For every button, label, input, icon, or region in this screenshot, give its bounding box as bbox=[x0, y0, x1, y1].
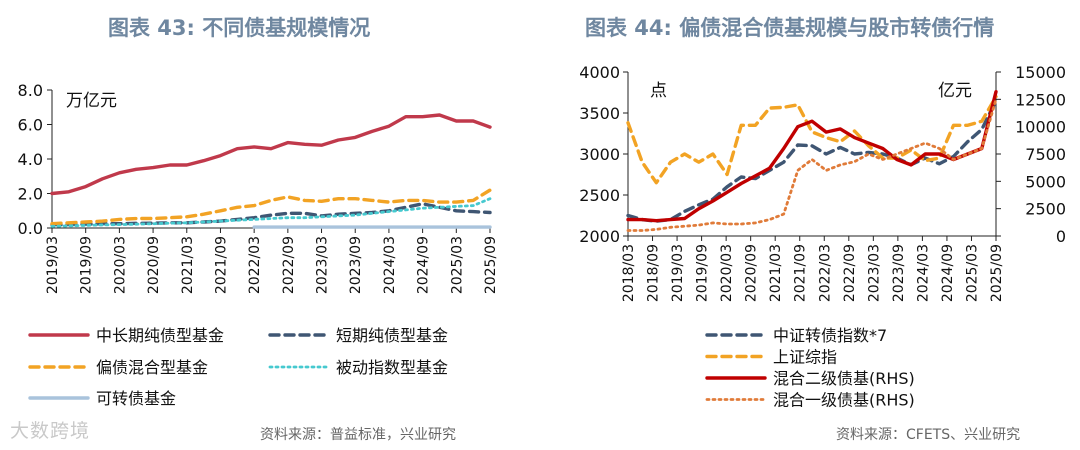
c43-y-tick-label: 2.0 bbox=[18, 185, 43, 204]
c44-series-line-0 bbox=[626, 99, 998, 223]
c43-x-tick-label: 2024/03 bbox=[382, 236, 398, 294]
c44-x-tick-label: 2020/09 bbox=[744, 244, 760, 302]
c44-legend-label-1: 上证综指 bbox=[773, 348, 837, 367]
c44-x-tick-label: 2023/09 bbox=[891, 244, 907, 302]
c44-x-tick-label: 2022/03 bbox=[817, 244, 833, 302]
c43-x-tick-label: 2025/09 bbox=[483, 236, 499, 294]
c43-legend-label-1: 短期纯债型基金 bbox=[336, 326, 448, 345]
c43-x-tick-label: 2020/09 bbox=[146, 236, 162, 294]
chart-43-source: 资料来源：普益标准，兴业研究 bbox=[260, 427, 456, 443]
c44-y-tick-label: 2500 bbox=[579, 186, 620, 205]
c43-x-tick-label: 2020/03 bbox=[112, 236, 128, 294]
c44-x-tick-label: 2024/03 bbox=[915, 244, 931, 302]
c44-x-tick-label: 2019/03 bbox=[670, 244, 686, 302]
chart-43-title: 图表 43: 不同债基规模情况 bbox=[108, 16, 371, 40]
c43-series-line-2 bbox=[50, 188, 492, 226]
c44-x-tick-label: 2025/09 bbox=[989, 244, 1005, 302]
c44-x-tick-label: 2023/03 bbox=[866, 244, 882, 302]
c44-x-tick-label: 2022/09 bbox=[842, 244, 858, 302]
c43-x-tick-label: 2024/09 bbox=[416, 236, 432, 294]
c44-x-tick-label: 2021/09 bbox=[793, 244, 809, 302]
c44-y-tick-label: 3500 bbox=[579, 104, 620, 123]
c44-y-tick-label: 2000 bbox=[579, 227, 620, 246]
c43-series-line-3 bbox=[50, 197, 492, 228]
chart-43: 0.0 2.0 4.0 6.0 8.0 2019/03 2019/09 2020/03 2020… bbox=[18, 81, 499, 408]
c44-x-tick-label: 2021/03 bbox=[768, 244, 784, 302]
c44-series-line-1 bbox=[626, 94, 998, 185]
c43-series-line-0 bbox=[50, 113, 492, 196]
chart-44-title: 图表 44: 偏债混合债基规模与股市转债行情 bbox=[585, 16, 995, 40]
c43-y-tick-label: 4.0 bbox=[18, 150, 43, 169]
c43-x-tick-label: 2019/03 bbox=[45, 236, 61, 294]
c44-legend-label-0: 中证转债指数*7 bbox=[773, 326, 887, 345]
c44-y2-tick-label: 15000 bbox=[1015, 63, 1066, 82]
c44-y-tick-label: 3000 bbox=[579, 145, 620, 164]
c43-x-tick-label: 2022/03 bbox=[247, 236, 263, 294]
watermark: 大数跨境 bbox=[10, 420, 91, 442]
c44-series-line-2 bbox=[626, 90, 998, 223]
c44-legend-label-2: 混合二级债基(RHS) bbox=[773, 369, 915, 388]
c43-unit-label: 万亿元 bbox=[66, 91, 117, 111]
c43-y-tick-label: 6.0 bbox=[18, 116, 43, 135]
c44-x-tick-label: 2024/09 bbox=[940, 244, 956, 302]
c44-x-tick-label: 2025/03 bbox=[964, 244, 980, 302]
c43-x-tick-label: 2021/03 bbox=[180, 236, 196, 294]
c44-y-tick-label: 4000 bbox=[579, 63, 620, 82]
c44-y2-tick-label: 12500 bbox=[1015, 90, 1066, 109]
c43-x-tick-label: 2019/09 bbox=[79, 236, 95, 294]
c44-right-unit: 亿元 bbox=[938, 81, 972, 101]
c43-legend-label-4: 可转债基金 bbox=[96, 389, 176, 408]
c43-x-tick-label: 2025/03 bbox=[449, 236, 465, 294]
c44-y2-tick-label: 2500 bbox=[1025, 200, 1066, 219]
c44-x-tick-label: 2018/03 bbox=[621, 244, 637, 302]
c43-x-tick-label: 2022/09 bbox=[281, 236, 297, 294]
c44-y2-tick-label: 10000 bbox=[1015, 118, 1066, 137]
c44-legend-label-3: 混合一级债基(RHS) bbox=[773, 391, 915, 410]
c44-y2-tick-label: 0 bbox=[1056, 227, 1066, 246]
c44-y2-tick-label: 5000 bbox=[1025, 172, 1066, 191]
c43-legend-label-2: 偏债混合型基金 bbox=[96, 358, 208, 377]
c44-x-tick-label: 2020/03 bbox=[719, 244, 735, 302]
c44-left-unit: 点 bbox=[650, 81, 667, 101]
c43-x-tick-label: 2023/03 bbox=[315, 236, 331, 294]
c44-x-tick-label: 2018/09 bbox=[646, 244, 662, 302]
c43-y-tick-label: 8.0 bbox=[18, 81, 43, 100]
c43-x-tick-label: 2023/09 bbox=[348, 236, 364, 294]
c43-series-line-1 bbox=[50, 202, 492, 227]
chart-44: 2000 2500 3000 3500 4000 0 2500 5000 7500 10000 12… bbox=[579, 63, 1066, 410]
c43-y-tick-label: 0.0 bbox=[18, 219, 43, 238]
c43-legend-label-3: 被动指数型基金 bbox=[336, 358, 448, 377]
c43-legend-label-0: 中长期纯债型基金 bbox=[96, 326, 224, 345]
chart-44-source: 资料来源：CFETS、兴业研究 bbox=[836, 427, 1021, 443]
c43-x-tick-label: 2021/09 bbox=[213, 236, 229, 294]
c44-x-tick-label: 2019/09 bbox=[695, 244, 711, 302]
c44-y2-tick-label: 7500 bbox=[1025, 145, 1066, 164]
c44-series-line-3 bbox=[626, 97, 998, 232]
